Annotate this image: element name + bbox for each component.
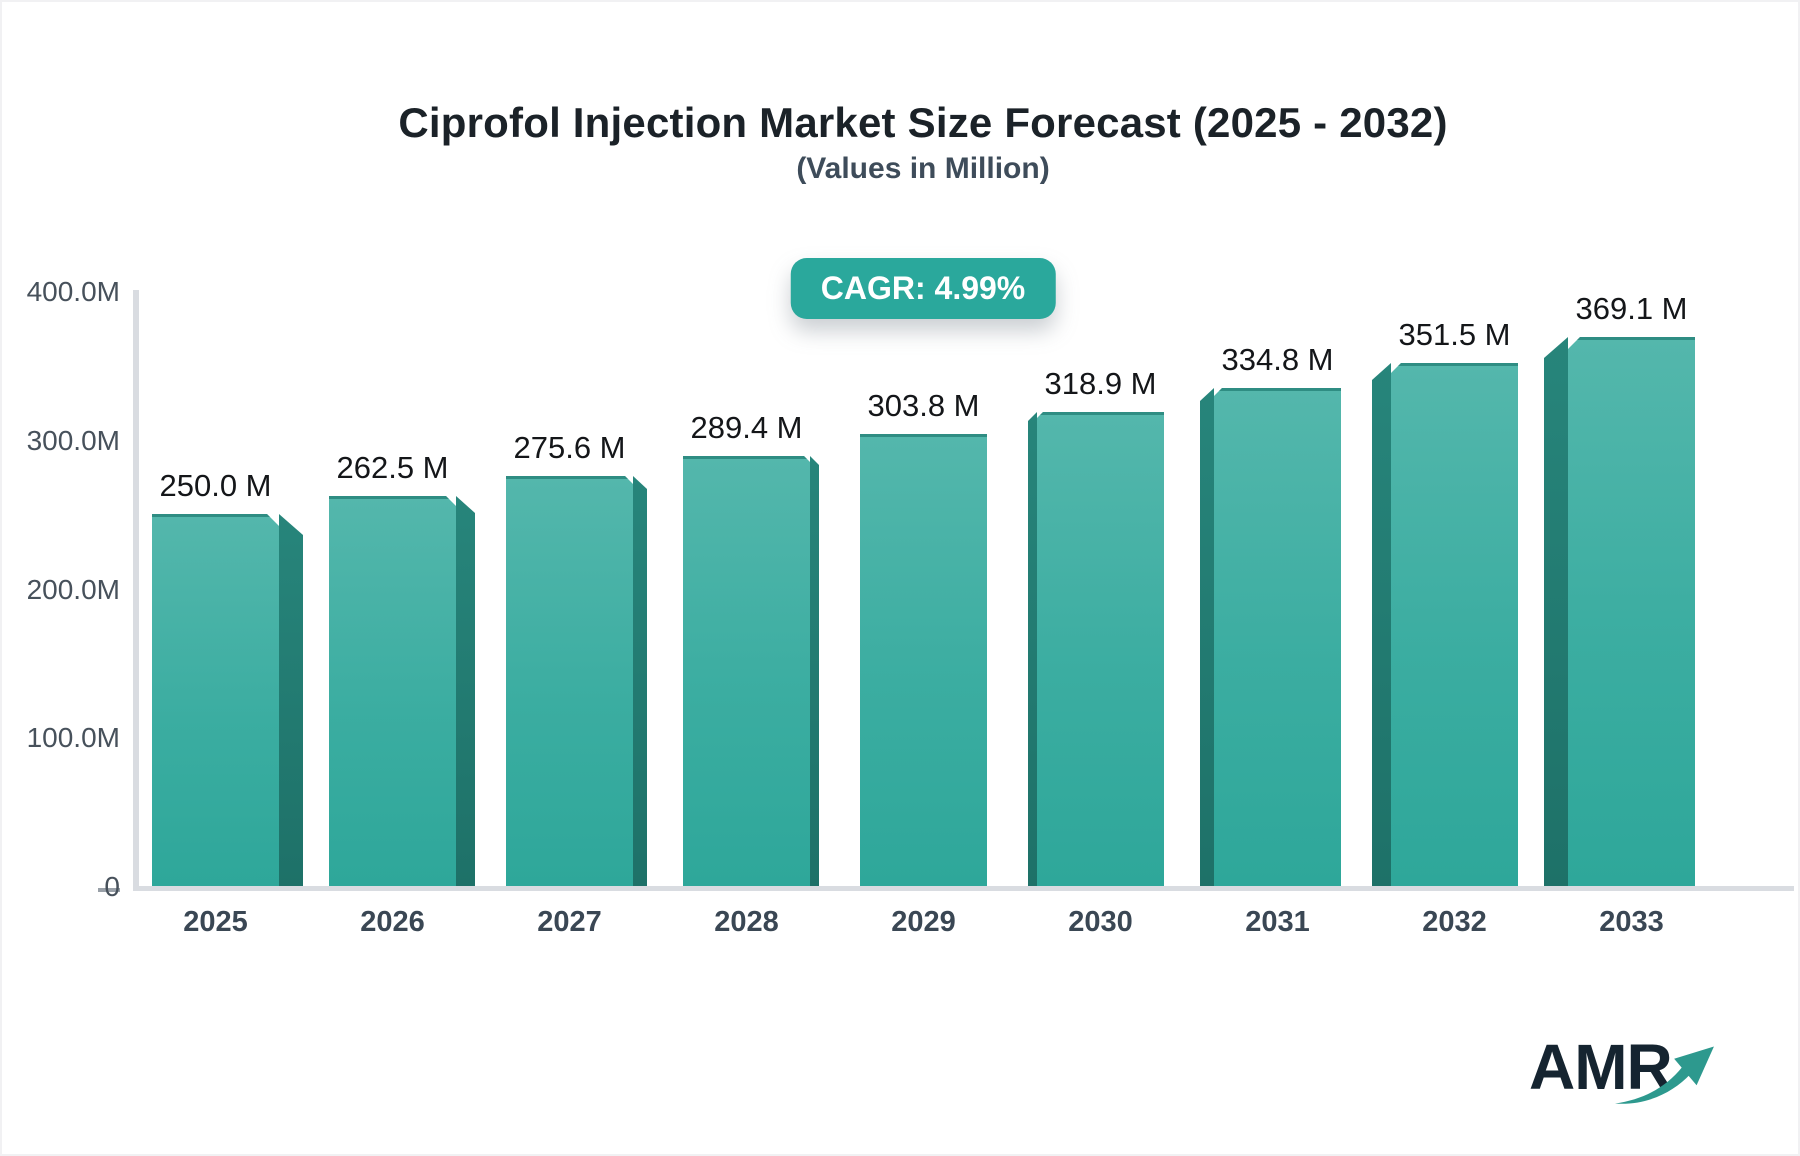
bar-front-face[interactable] [1568, 337, 1695, 886]
y-axis-line [133, 290, 139, 890]
bar-value-label: 250.0 M [159, 468, 272, 503]
bar-2028[interactable]: 289.4 M [683, 410, 819, 886]
bar-value-label: 318.9 M [1044, 366, 1157, 401]
bar-2032[interactable]: 351.5 M [1372, 317, 1518, 886]
y-tick-label-300.0M: 300.0M [26, 424, 120, 456]
bar-front-face[interactable] [683, 456, 810, 886]
bar-value-label: 303.8 M [867, 388, 980, 423]
bar-top-edge [1391, 363, 1518, 366]
bar-value-label: 369.1 M [1575, 291, 1688, 326]
bar-front-face[interactable] [1391, 363, 1518, 886]
bar-front-face[interactable] [1214, 388, 1341, 886]
bar-top-edge [329, 496, 456, 499]
bar-top-edge [683, 456, 810, 459]
bar-2030[interactable]: 318.9 M [1028, 366, 1164, 886]
amr-logo-text: AMR [1529, 1031, 1673, 1103]
bar-side-face [810, 456, 819, 886]
y-tick-label-100.0M: 100.0M [26, 722, 120, 754]
bar-side-face [1200, 388, 1214, 886]
bar-2025[interactable]: 250.0 M [152, 468, 303, 886]
y-tick-label-200.0M: 200.0M [26, 573, 120, 605]
x-tick-label-2026: 2026 [360, 906, 425, 938]
bar-side-face [279, 514, 303, 886]
bar-side-face [1028, 412, 1037, 886]
chart-title: Ciprofol Injection Market Size Forecast … [398, 99, 1448, 146]
y-axis-zero-tick [98, 888, 120, 892]
bar-2029[interactable]: 303.8 M [860, 388, 987, 886]
x-tick-label-2028: 2028 [714, 906, 779, 938]
bar-front-face[interactable] [506, 476, 633, 886]
bar-top-edge [1214, 388, 1341, 391]
bar-front-face[interactable] [152, 514, 279, 886]
bar-top-edge [1568, 337, 1695, 340]
x-tick-label-2025: 2025 [183, 906, 248, 938]
bar-top-edge [152, 514, 279, 517]
growth-arrow-icon [1615, 1046, 1714, 1104]
bar-2033[interactable]: 369.1 M [1544, 291, 1695, 886]
x-axis-line [133, 886, 1794, 891]
bar-value-label: 262.5 M [336, 450, 449, 485]
amr-logo: AMR [1529, 1030, 1739, 1120]
bar-front-face[interactable] [1037, 412, 1164, 886]
x-tick-label-2033: 2033 [1599, 906, 1664, 938]
x-tick-label-2030: 2030 [1068, 906, 1133, 938]
cagr-badge: CAGR: 4.99% [790, 258, 1056, 319]
bar-value-label: 289.4 M [690, 410, 803, 445]
chart-subtitle: (Values in Million) [796, 152, 1050, 185]
x-tick-label-2031: 2031 [1245, 906, 1310, 938]
y-tick-label-400.0M: 400.0M [26, 276, 120, 307]
bar-top-edge [1037, 412, 1164, 415]
y-tick-label-0: 0 [104, 871, 120, 902]
bar-2031[interactable]: 334.8 M [1200, 342, 1341, 886]
x-tick-label-2032: 2032 [1422, 906, 1487, 938]
x-tick-label-2027: 2027 [537, 906, 602, 938]
bar-front-face[interactable] [329, 496, 456, 886]
bar-2027[interactable]: 275.6 M [506, 430, 647, 886]
bar-top-edge [506, 476, 633, 479]
bar-front-face[interactable] [860, 434, 987, 886]
bar-value-label: 334.8 M [1221, 342, 1334, 377]
x-tick-label-2029: 2029 [891, 906, 956, 938]
bar-side-face [633, 476, 647, 886]
bar-side-face [456, 496, 475, 886]
bar-value-label: 351.5 M [1398, 317, 1511, 352]
bar-side-face [1372, 363, 1391, 886]
bar-side-face [1544, 337, 1568, 886]
bar-value-label: 275.6 M [513, 430, 626, 465]
bar-2026[interactable]: 262.5 M [329, 450, 475, 886]
bar-top-edge [860, 434, 987, 437]
